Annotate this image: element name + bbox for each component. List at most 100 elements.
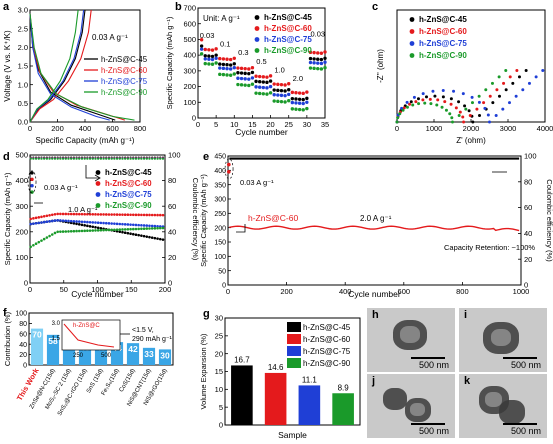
panel-d-point (129, 213, 132, 217)
panel-c-point (443, 100, 447, 104)
panel-e-capacity-line (229, 225, 520, 232)
panel-d-point (123, 213, 127, 216)
panel-b-point (214, 53, 218, 57)
panel-d-point (86, 212, 89, 216)
panel-d-point (96, 226, 100, 230)
panel-c-xtick-label: 3000 (500, 124, 517, 133)
panel-c-point (421, 92, 425, 96)
panel-c-point (398, 112, 402, 116)
panel-f-inset-axis: 500 (101, 353, 112, 359)
panel-b-point (279, 82, 284, 87)
panel-c-legend-entry: h-ZnS@C-75 (419, 39, 467, 48)
panel-d-point (113, 213, 116, 216)
panel-f-ytick-label: 80 (19, 321, 27, 328)
panel-b-rate-label: 2.0 (293, 74, 303, 83)
panel-b-point (316, 57, 320, 61)
panel-d-ce-point (32, 157, 35, 160)
panel-b-point (319, 67, 324, 71)
panel-d-point (131, 223, 135, 227)
panel-g-xlabel: Sample (278, 430, 307, 440)
panel-d-annotation: 1.0 A g⁻¹ (68, 205, 98, 214)
panel-d-point (77, 223, 81, 226)
panel-g-legend-entry: h-ZnS@C-60 (303, 335, 351, 344)
panel-b-ytick-label: 300 (183, 66, 196, 75)
panel-d-ce-point (80, 157, 84, 160)
panel-b-point (250, 70, 255, 75)
panel-e-ytick-label: 300 (214, 197, 226, 204)
panel-a-series-1-charge (29, 9, 92, 123)
panel-d-point (67, 230, 70, 233)
panel-d-point (115, 222, 119, 226)
panel-d-point (118, 222, 122, 226)
panel-b-point (225, 63, 229, 67)
panel-a-ytick-label: 2.5 (18, 24, 28, 33)
panel-d-point (75, 220, 78, 223)
panel-d-initial-point (30, 177, 34, 182)
panel-b-point (225, 73, 229, 77)
panel-c-point (482, 101, 486, 105)
panel-d-point (72, 219, 76, 223)
panel-d-point (107, 213, 111, 216)
panel-d-y2tick-label: 100 (168, 151, 181, 160)
panel-d-point (137, 233, 140, 237)
panel-d-point (42, 215, 46, 218)
panel-c-point (431, 89, 435, 93)
panel-d-point (140, 213, 143, 217)
panel-d-point (64, 230, 68, 233)
panel-b-xtick-label: 30 (303, 120, 311, 129)
panel-g-value-label: 8.9 (338, 383, 350, 392)
panel-a-legend-entry: h-ZnS@C-60 (101, 66, 148, 75)
panel-c-point (471, 120, 475, 124)
panel-d-xlabel: Cycle number (71, 289, 124, 299)
panel-d-legend-marker (95, 181, 101, 186)
panel-d-ylabel: Specific Capacity (mAh g⁻¹) (3, 172, 12, 265)
panel-b-point (210, 62, 215, 66)
panel-c-legend-marker (409, 29, 415, 34)
panel-b-point (199, 44, 204, 48)
panel-b-xtick-label: 10 (230, 120, 238, 129)
panel-c-point (411, 103, 415, 107)
panel-d-annotation: 0.03 A g⁻¹ (44, 183, 78, 192)
panel-d-ytick-label: 500 (15, 151, 28, 160)
panel-b-rate-label: 0.5 (256, 57, 266, 66)
panel-b-point (290, 107, 295, 111)
panel-b-point (268, 84, 273, 89)
panel-label-j: j (372, 375, 376, 387)
panel-c-point (497, 75, 501, 79)
panel-d-point (86, 220, 89, 224)
panel-b-point (254, 74, 258, 78)
panel-b-point (272, 88, 276, 92)
panel-d-point (131, 232, 135, 236)
panel-d-point (126, 223, 130, 226)
panel-d-ce-point (105, 157, 108, 160)
tem-image-h: h 500 nm (367, 308, 455, 372)
panel-b-ytick-label: 500 (183, 35, 196, 44)
panel-d-ce-point (142, 157, 146, 160)
panel-d-ce-point (153, 157, 156, 160)
panel-d-y2tick-label: 20 (168, 253, 176, 262)
panel-b-point (283, 83, 287, 87)
panel-g-bar (264, 372, 287, 425)
panel-b-point (287, 92, 291, 97)
panel-d-point (99, 226, 103, 230)
panel-d-point (140, 227, 143, 231)
panel-b-xtick-label: 15 (248, 120, 256, 129)
panel-d-point (67, 212, 70, 216)
panel-c-point (402, 106, 406, 110)
panel-e-annotation: 2.0 A g⁻¹ (360, 214, 392, 223)
panel-d-point (53, 212, 57, 216)
panel-b-point (316, 51, 320, 55)
panel-label-d: d (3, 151, 10, 163)
panel-b-legend-marker (254, 37, 260, 42)
panel-b-point (203, 54, 207, 58)
panel-d-ce-point (110, 157, 113, 160)
panel-label-e: e (203, 151, 209, 163)
panel-d-point (142, 213, 146, 217)
panel-d-legend-entry: h-ZnS@C-45 (105, 168, 152, 177)
panel-d-point (61, 219, 65, 222)
panel-d-point (126, 213, 130, 217)
panel-f-ylabel: Contribution (%) (3, 311, 12, 366)
panel-d-ce-point (126, 157, 129, 160)
panel-c-point (452, 89, 456, 93)
panel-d-point (161, 238, 165, 241)
